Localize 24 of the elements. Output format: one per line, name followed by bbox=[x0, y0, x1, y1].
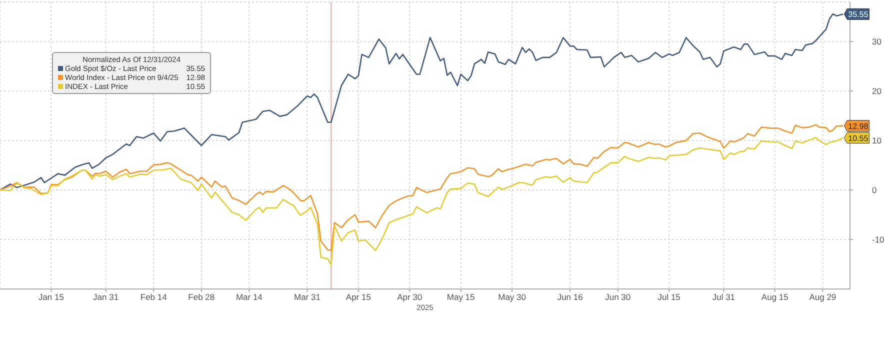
x-tick-label: Feb 28 bbox=[188, 292, 215, 302]
x-tick-label: Jul 15 bbox=[658, 292, 681, 302]
y-tick-label: -10 bbox=[872, 234, 885, 245]
annotation: 35.55 bbox=[848, 10, 869, 20]
x-tick-label: Aug 15 bbox=[761, 292, 789, 302]
annotation: 10.55 bbox=[848, 134, 869, 143]
x-tick-label: Jul 31 bbox=[712, 292, 736, 302]
x-tick-label: Jan 31 bbox=[93, 292, 119, 302]
x-tick-label: Apr 15 bbox=[346, 292, 372, 302]
y-tick-label: 20 bbox=[872, 86, 882, 96]
x-tick-label: Aug 29 bbox=[809, 292, 836, 302]
x-tick-label: Feb 14 bbox=[140, 292, 168, 302]
x-tick-label: May 30 bbox=[498, 292, 526, 302]
x-tick-label: Jun 16 bbox=[557, 292, 584, 302]
x-tick-label: Jan 15 bbox=[38, 292, 64, 302]
x-tick-label: May 15 bbox=[446, 292, 476, 302]
x-tick-label: Mar 31 bbox=[294, 292, 321, 302]
x-tick-label: Jun 30 bbox=[605, 292, 631, 302]
annotation: 12.98 bbox=[848, 122, 869, 131]
y-tick-label: 0 bbox=[872, 185, 877, 196]
x-tick-label: Apr 30 bbox=[397, 292, 422, 302]
y-tick-label: 10 bbox=[872, 136, 882, 146]
x-tick-label: Mar 14 bbox=[236, 292, 263, 302]
y-tick-label: 30 bbox=[872, 36, 882, 47]
